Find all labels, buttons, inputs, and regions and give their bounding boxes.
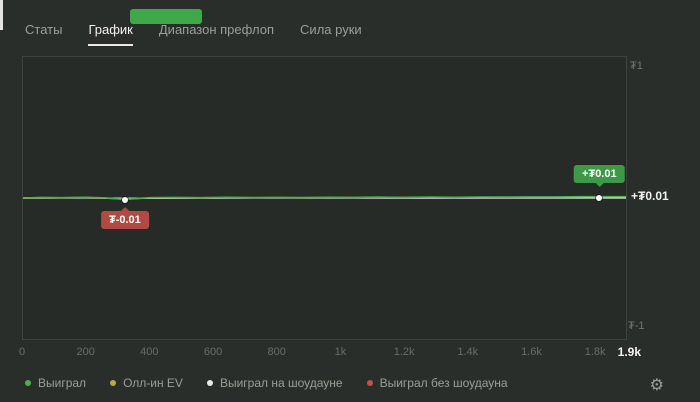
legend: Выиграл Олл-ин EV Выиграл на шоудауне Вы… (25, 376, 508, 390)
x-tick: 0 (18, 346, 26, 358)
legend-label: Выиграл без шоудауна (379, 376, 508, 390)
marker-dot (596, 194, 603, 201)
legend-item-allin-ev[interactable]: Олл-ин EV (110, 376, 183, 390)
x-axis: 1.9k 0 200 400 600 800 1k 1.2k 1.4k 1.6k 1.8k (18, 345, 641, 360)
y-axis-max-label: ₮1 (630, 60, 643, 72)
value-badge-positive: +₮0.01 (574, 164, 625, 183)
won-showdown-series-dot-icon (206, 380, 213, 386)
chart-plot-area[interactable]: ₮-0.01 +₮0.01 (23, 57, 626, 339)
legend-item-won-no-showdown[interactable]: Выиграл без шоудауна (366, 376, 508, 390)
legend-label: Выиграл (38, 376, 87, 390)
value-badge-negative: ₮-0.01 (100, 211, 149, 230)
chart-container: ₮-0.01 +₮0.01 (22, 56, 627, 340)
settings-gear-icon[interactable]: ⚙ (649, 377, 664, 394)
x-tick: 1.6k (521, 346, 542, 358)
allin-ev-series-dot-icon (110, 380, 117, 386)
chart-svg (23, 195, 626, 201)
scrollbar-thumb[interactable] (0, 0, 3, 30)
tab-stats[interactable]: Статы (25, 22, 63, 37)
redaction-overlay (130, 9, 202, 24)
x-tick: 200 (76, 346, 95, 358)
legend-item-won[interactable]: Выиграл (25, 376, 86, 390)
legend-label: Выиграл на шоудауне (219, 376, 343, 390)
marker-dot (121, 197, 128, 204)
x-tick: 400 (140, 346, 159, 358)
x-tick: 1.8k (584, 346, 606, 358)
x-tick: 1k (334, 346, 347, 358)
x-tick: 600 (203, 346, 223, 358)
legend-label: Олл-ин EV (123, 376, 183, 390)
y-axis-min-label: ₮-1 (628, 320, 645, 332)
won-no-showdown-series-dot-icon (366, 380, 373, 386)
x-tick: 1.2k (393, 346, 415, 358)
tab-bar: Статы График Диапазон префлоп Сила руки (25, 22, 362, 46)
x-current-hands-label: 1.9k (617, 345, 642, 359)
x-tick: 800 (267, 346, 286, 358)
tab-hand-strength[interactable]: Сила руки (300, 22, 362, 37)
legend-item-won-showdown[interactable]: Выиграл на шоудауне (206, 376, 343, 390)
current-value-label: +₮0.01 (631, 189, 669, 203)
tab-preflop-range[interactable]: Диапазон префлоп (158, 22, 275, 37)
won-series-dot-icon (25, 380, 31, 386)
tab-graph[interactable]: График (88, 22, 133, 46)
x-tick: 1.4k (457, 346, 479, 358)
